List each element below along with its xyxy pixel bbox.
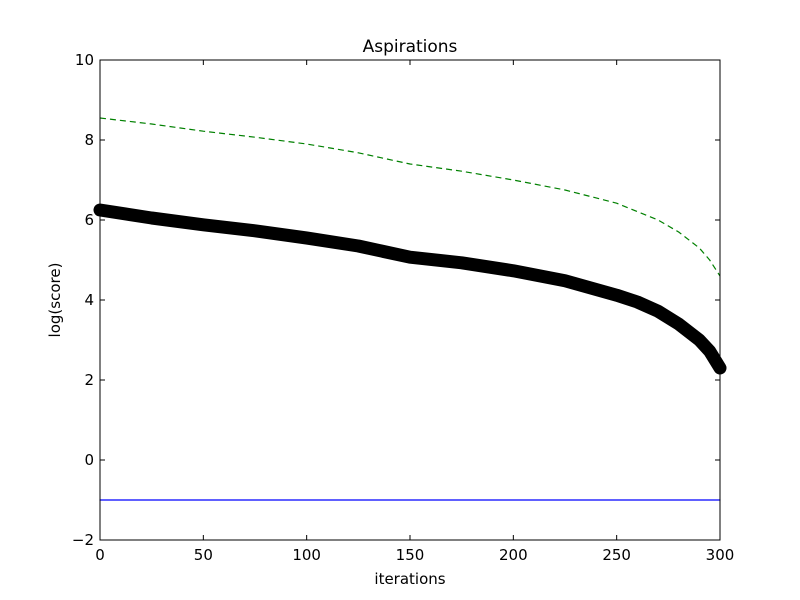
series-line-1 — [99, 117, 721, 277]
chart-title: Aspirations — [363, 37, 458, 57]
x-tick-label: 100 — [292, 546, 321, 564]
y-tick-label: 0 — [84, 451, 94, 469]
x-tick-label: 50 — [194, 546, 213, 564]
series-layer — [93, 117, 727, 501]
x-tick-label: 0 — [95, 546, 105, 564]
series-line-2 — [93, 203, 727, 375]
x-tick-label: 250 — [602, 546, 631, 564]
y-tick-label: −2 — [72, 531, 94, 549]
y-tick-label: 8 — [84, 131, 94, 149]
y-tick-label: 2 — [84, 371, 94, 389]
y-tick-label: 6 — [84, 211, 94, 229]
y-tick-label: 4 — [84, 291, 94, 309]
x-tick-label: 300 — [706, 546, 735, 564]
y-axis-label: log(score) — [46, 263, 64, 338]
y-tick-label: 10 — [75, 51, 94, 69]
x-tick-label: 150 — [396, 546, 425, 564]
x-tick-label: 200 — [499, 546, 528, 564]
x-axis-label: iterations — [374, 570, 445, 588]
